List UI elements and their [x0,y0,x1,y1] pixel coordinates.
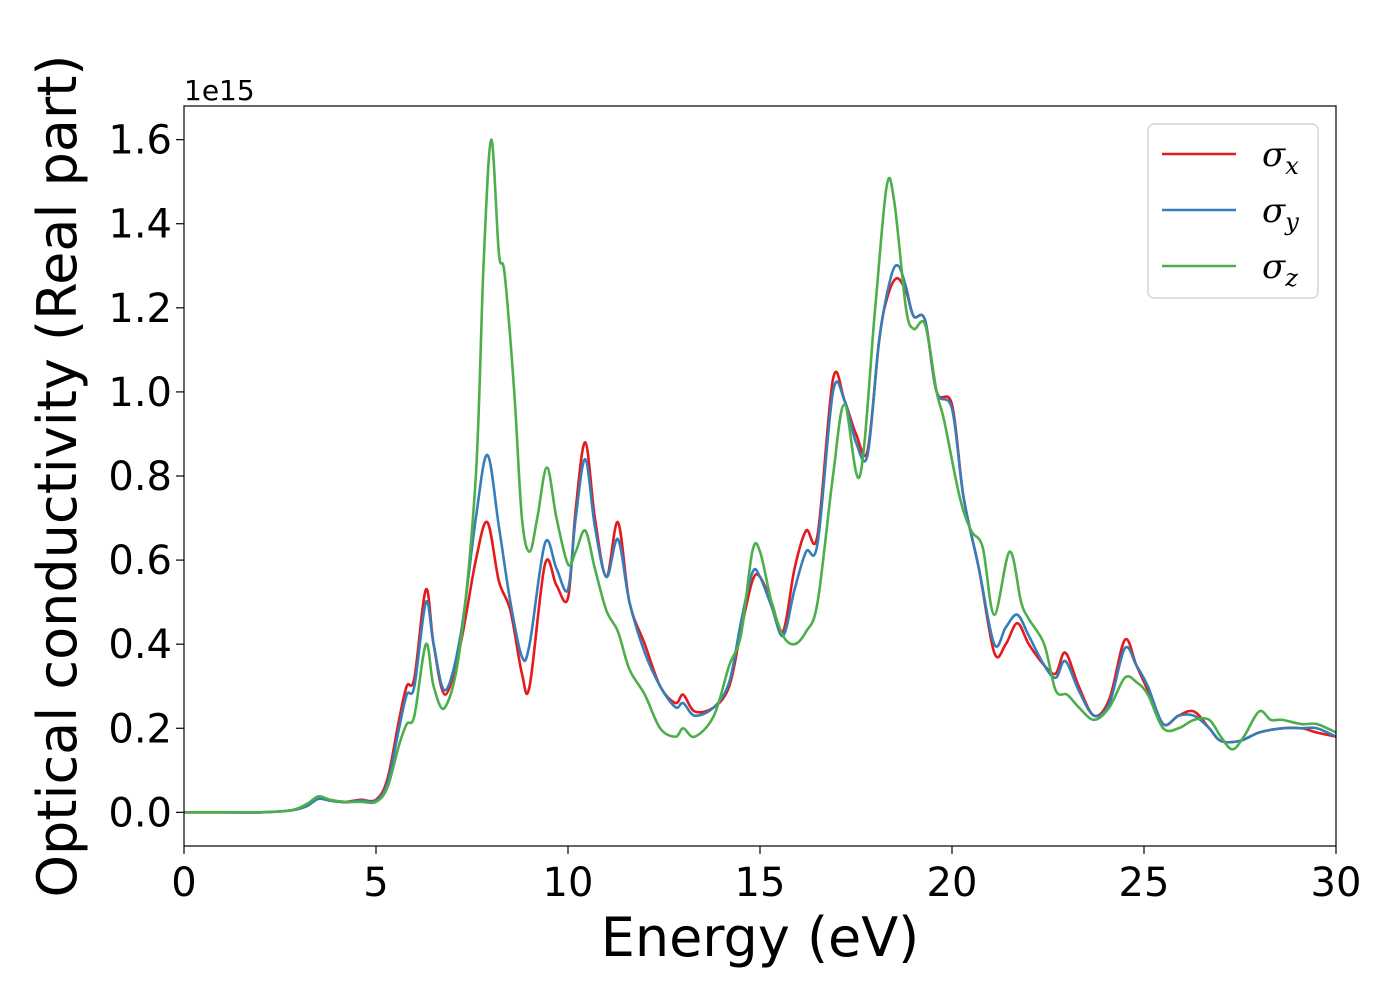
legend-subscript: z [1284,264,1298,292]
x-axis-label: Energy (eV) [601,906,920,969]
y-tick-label: 1.2 [108,286,172,332]
x-tick-label: 10 [543,860,594,906]
legend-subscript: x [1285,152,1299,180]
legend-symbol: σ [1262,191,1286,231]
legend-subscript: y [1284,208,1299,236]
legend-label-x: σx [1262,135,1299,180]
series-line-z [184,138,1336,814]
y-tick-label: 1.4 [108,202,172,248]
x-tick-label: 0 [171,860,196,906]
y-tick-label: 0.2 [108,706,172,752]
x-tick-label: 15 [735,860,786,906]
y-tick-label: 0.0 [108,790,172,836]
legend-symbol: σ [1262,247,1286,287]
y-tick-label: 1.0 [108,370,172,416]
y-tick-label: 1.6 [108,118,172,164]
x-tick-label: 20 [927,860,978,906]
legend-symbol: σ [1262,135,1286,175]
y-tick-label: 0.4 [108,622,172,668]
x-tick-label: 25 [1119,860,1170,906]
y-tick-label: 0.6 [108,538,172,584]
series-layer [184,138,1336,814]
legend-label-y: σy [1262,191,1299,236]
series-line-y [184,264,1336,814]
y-axis-label: Optical conductivity (Real part) [26,55,89,898]
x-tick-label: 30 [1311,860,1362,906]
x-axis: 0 5 10 15 20 25 30 [171,846,1361,906]
legend-label-z: σz [1262,247,1298,292]
y-offset-label: 1e15 [184,74,255,107]
x-tick-label: 5 [363,860,388,906]
y-axis: 0.0 0.2 0.4 0.6 0.8 1.0 1.2 1.4 1.6 [108,118,184,836]
y-tick-label: 0.8 [108,454,172,500]
